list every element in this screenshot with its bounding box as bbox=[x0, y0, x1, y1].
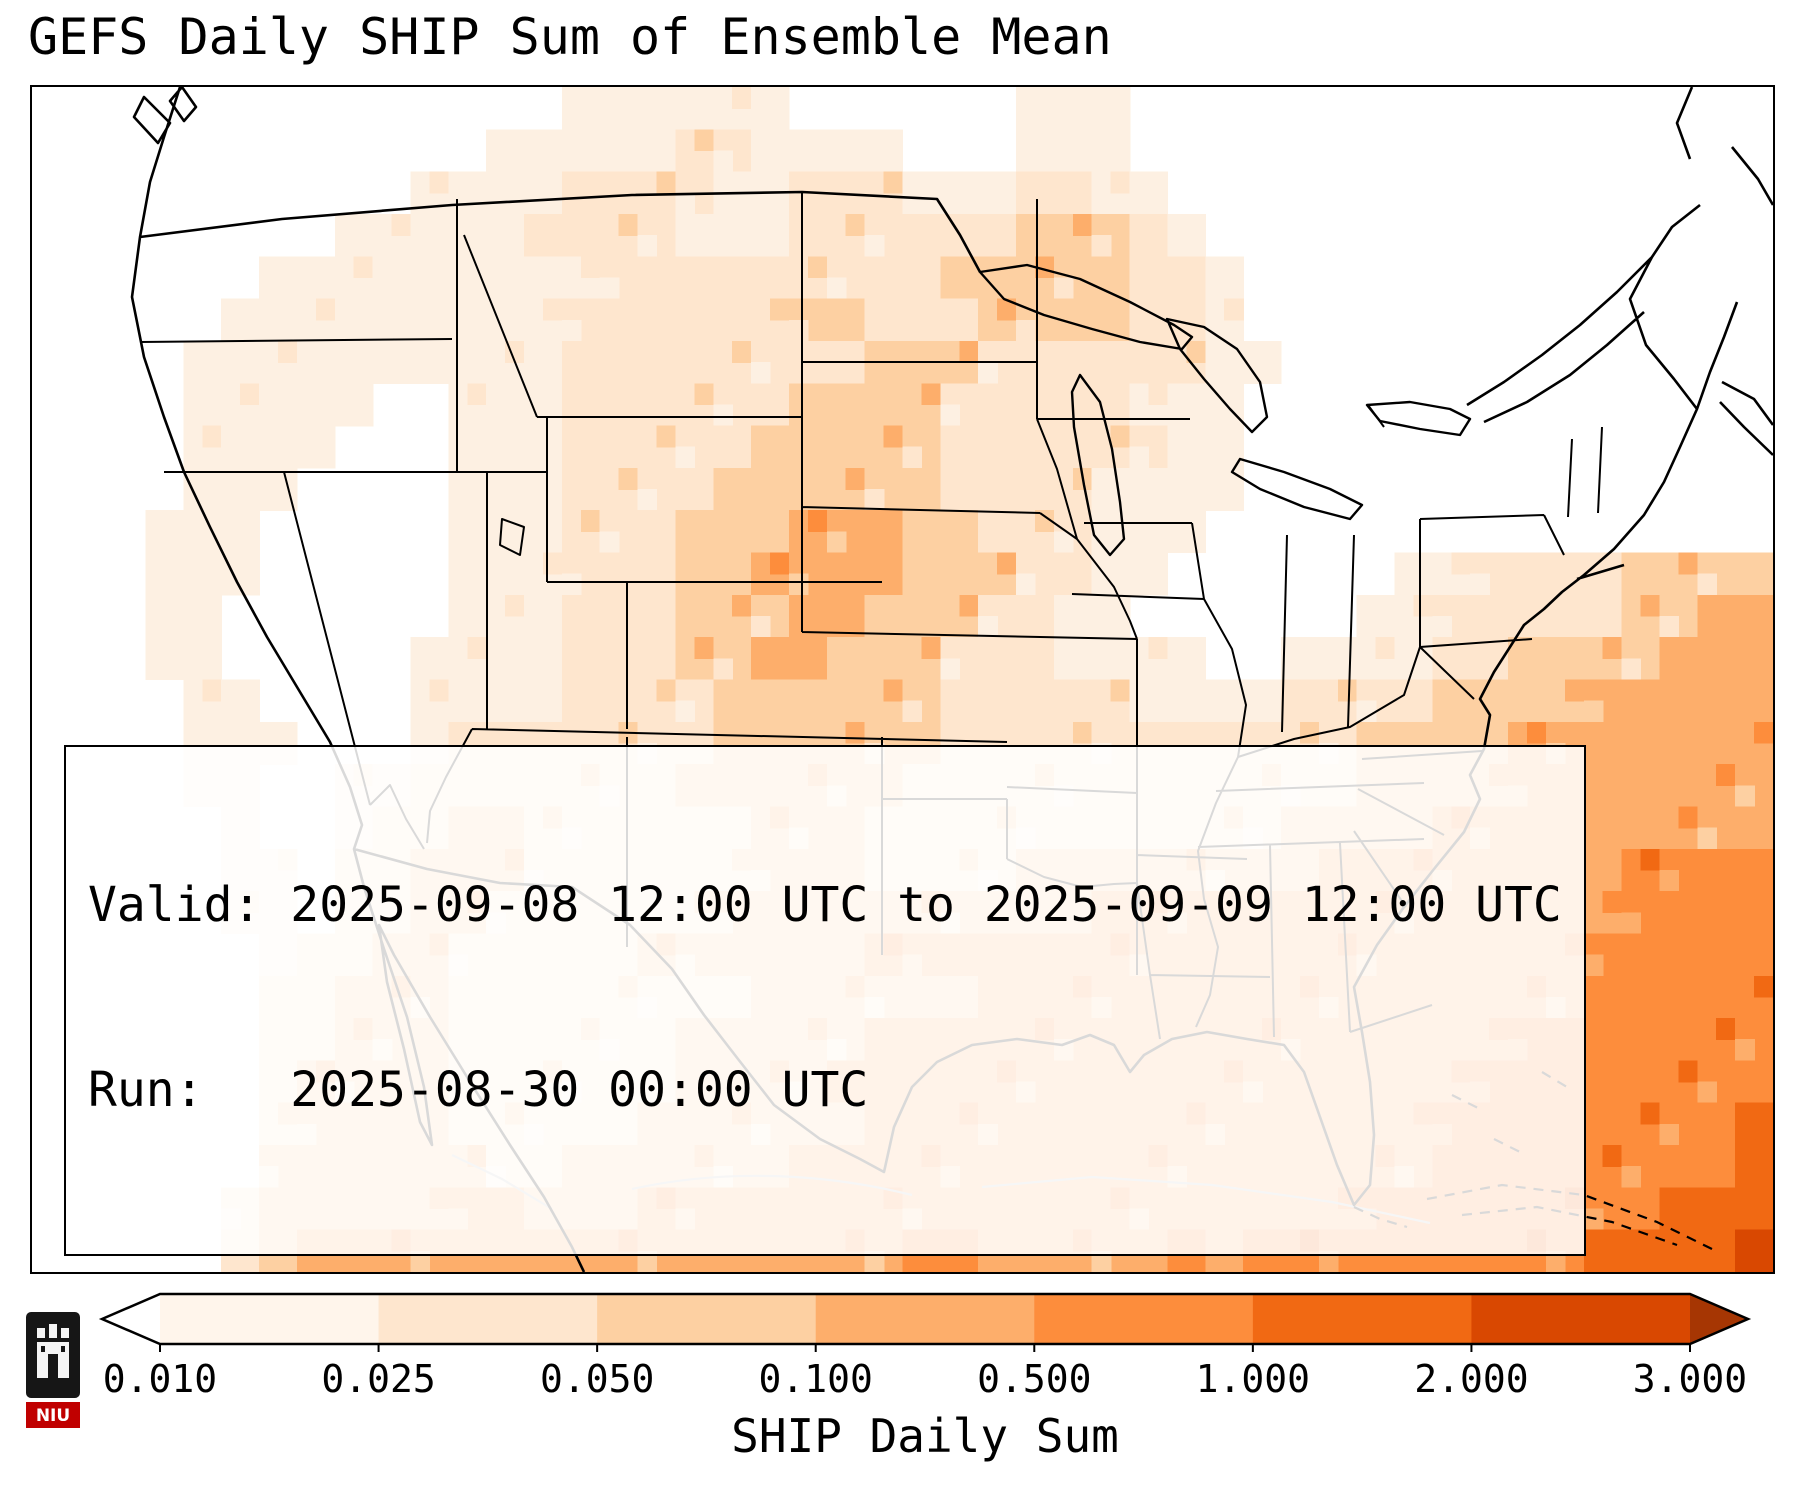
colorbar-tick-label: 0.025 bbox=[321, 1357, 435, 1401]
colorbar: 0.010 0.025 0.050 0.100 0.500 1.000 2.000 3.000… bbox=[98, 1292, 1752, 1463]
run-line: Run: 2025-08-30 00:00 UTC bbox=[88, 1061, 869, 1118]
niu-logo: NIU bbox=[26, 1312, 80, 1432]
castle-icon bbox=[37, 1324, 69, 1378]
great-lakes-outline bbox=[978, 263, 1472, 557]
colorbar-tick-label: 0.100 bbox=[759, 1357, 873, 1401]
colorbar-tick-label: 0.500 bbox=[977, 1357, 1091, 1401]
logo-band bbox=[26, 1402, 80, 1428]
colorbar-tick-label: 1.000 bbox=[1196, 1357, 1310, 1401]
colorbar-tick-label: 0.010 bbox=[103, 1357, 217, 1401]
colorbar-tick-label: 2.000 bbox=[1414, 1357, 1528, 1401]
map-panel: Valid: 2025-09-08 12:00 UTC to 2025-09-0… bbox=[30, 85, 1775, 1274]
validity-info-box: Valid: 2025-09-08 12:00 UTC to 2025-09-0… bbox=[64, 744, 1586, 1256]
logo-text: NIU bbox=[36, 1406, 70, 1426]
colorbar-axis-label: SHIP Daily Sum bbox=[731, 1409, 1119, 1463]
valid-line: Valid: 2025-09-08 12:00 UTC to 2025-09-0… bbox=[88, 877, 1562, 934]
page-title: GEFS Daily SHIP Sum of Ensemble Mean bbox=[28, 8, 1112, 66]
colorbar-tick-label: 0.050 bbox=[540, 1357, 654, 1401]
colorbar-tick-label: 3.000 bbox=[1633, 1357, 1747, 1401]
colorbar-gradient: 0.010 0.025 0.050 0.100 0.500 1.000 2.000 3.000 bbox=[98, 1292, 1752, 1401]
